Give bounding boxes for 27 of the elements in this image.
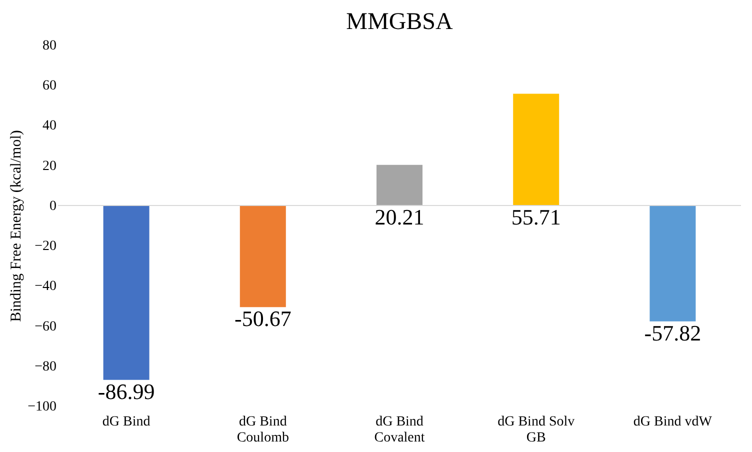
data-label: 55.71 (511, 204, 561, 230)
chart-title: MMGBSA (346, 9, 454, 35)
x-tick-label: dG Bind Coulomb (236, 414, 289, 446)
data-label: -50.67 (234, 306, 292, 332)
x-tick-label: dG Bind (102, 414, 150, 430)
y-tick-label: −60 (34, 319, 56, 334)
y-axis-title: Binding Free Energy (kcal/mol) (8, 130, 25, 322)
y-tick-label: 40 (42, 118, 56, 134)
y-tick-label: −80 (34, 359, 56, 374)
bar (103, 205, 150, 380)
bar (513, 94, 560, 206)
bar (240, 205, 286, 308)
y-tick-label: 20 (42, 158, 56, 174)
y-tick-label: −20 (34, 239, 56, 254)
y-tick-label: 80 (42, 38, 56, 54)
x-tick-label: dG Bind vdW (633, 414, 713, 430)
data-label: -86.99 (98, 378, 155, 404)
y-tick-label: 0 (50, 198, 56, 214)
bar (376, 164, 422, 206)
y-tick-label: 60 (42, 78, 56, 94)
y-tick-label: −40 (34, 279, 56, 294)
y-tick-label: −100 (28, 400, 56, 414)
data-label: 20.21 (374, 204, 424, 230)
bar (650, 205, 696, 322)
x-tick-label: dG Bind Solv GB (498, 414, 575, 446)
x-tick-label: dG Bind Covalent (374, 414, 425, 446)
data-label: -57.82 (644, 320, 702, 346)
